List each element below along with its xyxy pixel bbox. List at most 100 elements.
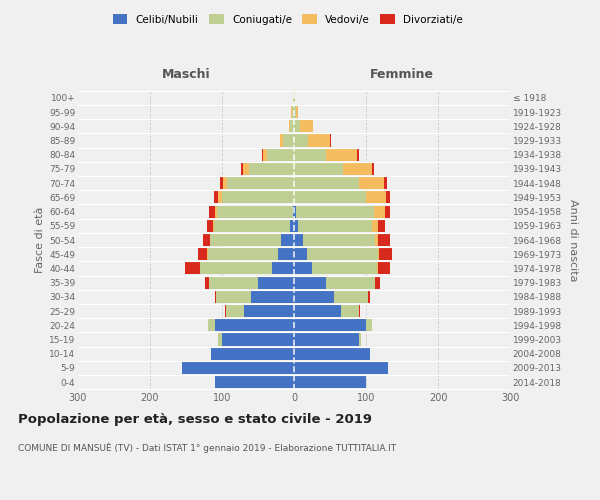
Bar <box>366 192 386 203</box>
Bar <box>294 106 296 118</box>
Bar <box>376 276 380 288</box>
Y-axis label: Fasce di età: Fasce di età <box>35 207 45 273</box>
Bar <box>208 248 278 260</box>
Bar <box>377 262 391 274</box>
Bar <box>211 234 281 246</box>
Bar <box>211 348 294 360</box>
Bar <box>208 320 215 332</box>
Bar <box>372 220 377 232</box>
Bar <box>272 262 294 274</box>
Bar <box>300 120 313 132</box>
Bar <box>294 320 366 332</box>
Bar <box>343 163 372 175</box>
Bar <box>307 248 377 260</box>
Bar <box>227 177 294 189</box>
Bar <box>209 206 215 218</box>
Bar <box>294 291 334 303</box>
Bar <box>251 291 294 303</box>
Text: Maschi: Maschi <box>161 68 211 81</box>
Bar <box>359 334 361 345</box>
Bar <box>294 234 302 246</box>
Bar <box>262 148 263 160</box>
Bar <box>283 134 294 146</box>
Bar <box>278 248 294 260</box>
Bar <box>377 248 379 260</box>
Bar <box>294 348 370 360</box>
Bar <box>374 206 385 218</box>
Bar <box>218 334 222 345</box>
Bar <box>359 305 360 317</box>
Bar <box>293 92 294 104</box>
Bar <box>212 220 214 232</box>
Bar <box>294 220 298 232</box>
Bar <box>368 291 370 303</box>
Bar <box>218 192 222 203</box>
Legend: Celibi/Nubili, Coniugati/e, Vedovi/e, Divorziati/e: Celibi/Nubili, Coniugati/e, Vedovi/e, Di… <box>109 10 467 29</box>
Bar <box>203 234 210 246</box>
Bar <box>366 320 372 332</box>
Bar <box>293 206 294 218</box>
Bar <box>294 192 366 203</box>
Bar <box>379 248 392 260</box>
Bar <box>298 220 372 232</box>
Bar <box>294 177 359 189</box>
Y-axis label: Anni di nascita: Anni di nascita <box>568 198 578 281</box>
Bar <box>294 248 307 260</box>
Bar <box>216 291 251 303</box>
Bar <box>222 192 294 203</box>
Bar <box>326 276 376 288</box>
Bar <box>289 120 290 132</box>
Bar <box>308 134 330 146</box>
Bar <box>294 92 295 104</box>
Bar <box>312 262 377 274</box>
Bar <box>385 206 391 218</box>
Bar <box>280 134 283 146</box>
Bar <box>386 192 390 203</box>
Bar <box>302 234 374 246</box>
Bar <box>220 177 223 189</box>
Bar <box>209 276 258 288</box>
Bar <box>294 120 300 132</box>
Bar <box>226 305 244 317</box>
Bar <box>263 148 266 160</box>
Bar <box>214 220 290 232</box>
Bar <box>215 206 217 218</box>
Bar <box>384 177 387 189</box>
Bar <box>294 206 296 218</box>
Bar <box>296 106 298 118</box>
Bar <box>294 262 312 274</box>
Bar <box>330 134 331 146</box>
Bar <box>200 262 272 274</box>
Bar <box>290 120 294 132</box>
Bar <box>185 262 200 274</box>
Bar <box>294 148 326 160</box>
Bar <box>217 206 293 218</box>
Bar <box>225 305 226 317</box>
Text: Femmine: Femmine <box>370 68 434 81</box>
Bar <box>294 334 359 345</box>
Bar <box>294 134 308 146</box>
Bar <box>294 276 326 288</box>
Bar <box>294 362 388 374</box>
Bar <box>215 376 294 388</box>
Bar <box>205 276 209 288</box>
Bar <box>215 320 294 332</box>
Bar <box>374 234 377 246</box>
Bar <box>294 163 343 175</box>
Bar <box>290 220 294 232</box>
Bar <box>198 248 207 260</box>
Bar <box>356 148 359 160</box>
Bar <box>215 291 216 303</box>
Bar <box>244 305 294 317</box>
Text: COMUNE DI MANSUÈ (TV) - Dati ISTAT 1° gennaio 2019 - Elaborazione TUTTITALIA.IT: COMUNE DI MANSUÈ (TV) - Dati ISTAT 1° ge… <box>18 442 396 453</box>
Bar <box>266 148 294 160</box>
Bar <box>241 163 243 175</box>
Bar <box>377 234 391 246</box>
Bar <box>294 376 366 388</box>
Bar <box>207 220 212 232</box>
Bar <box>341 305 359 317</box>
Bar <box>372 163 374 175</box>
Bar <box>222 334 294 345</box>
Bar <box>248 163 294 175</box>
Bar <box>214 192 218 203</box>
